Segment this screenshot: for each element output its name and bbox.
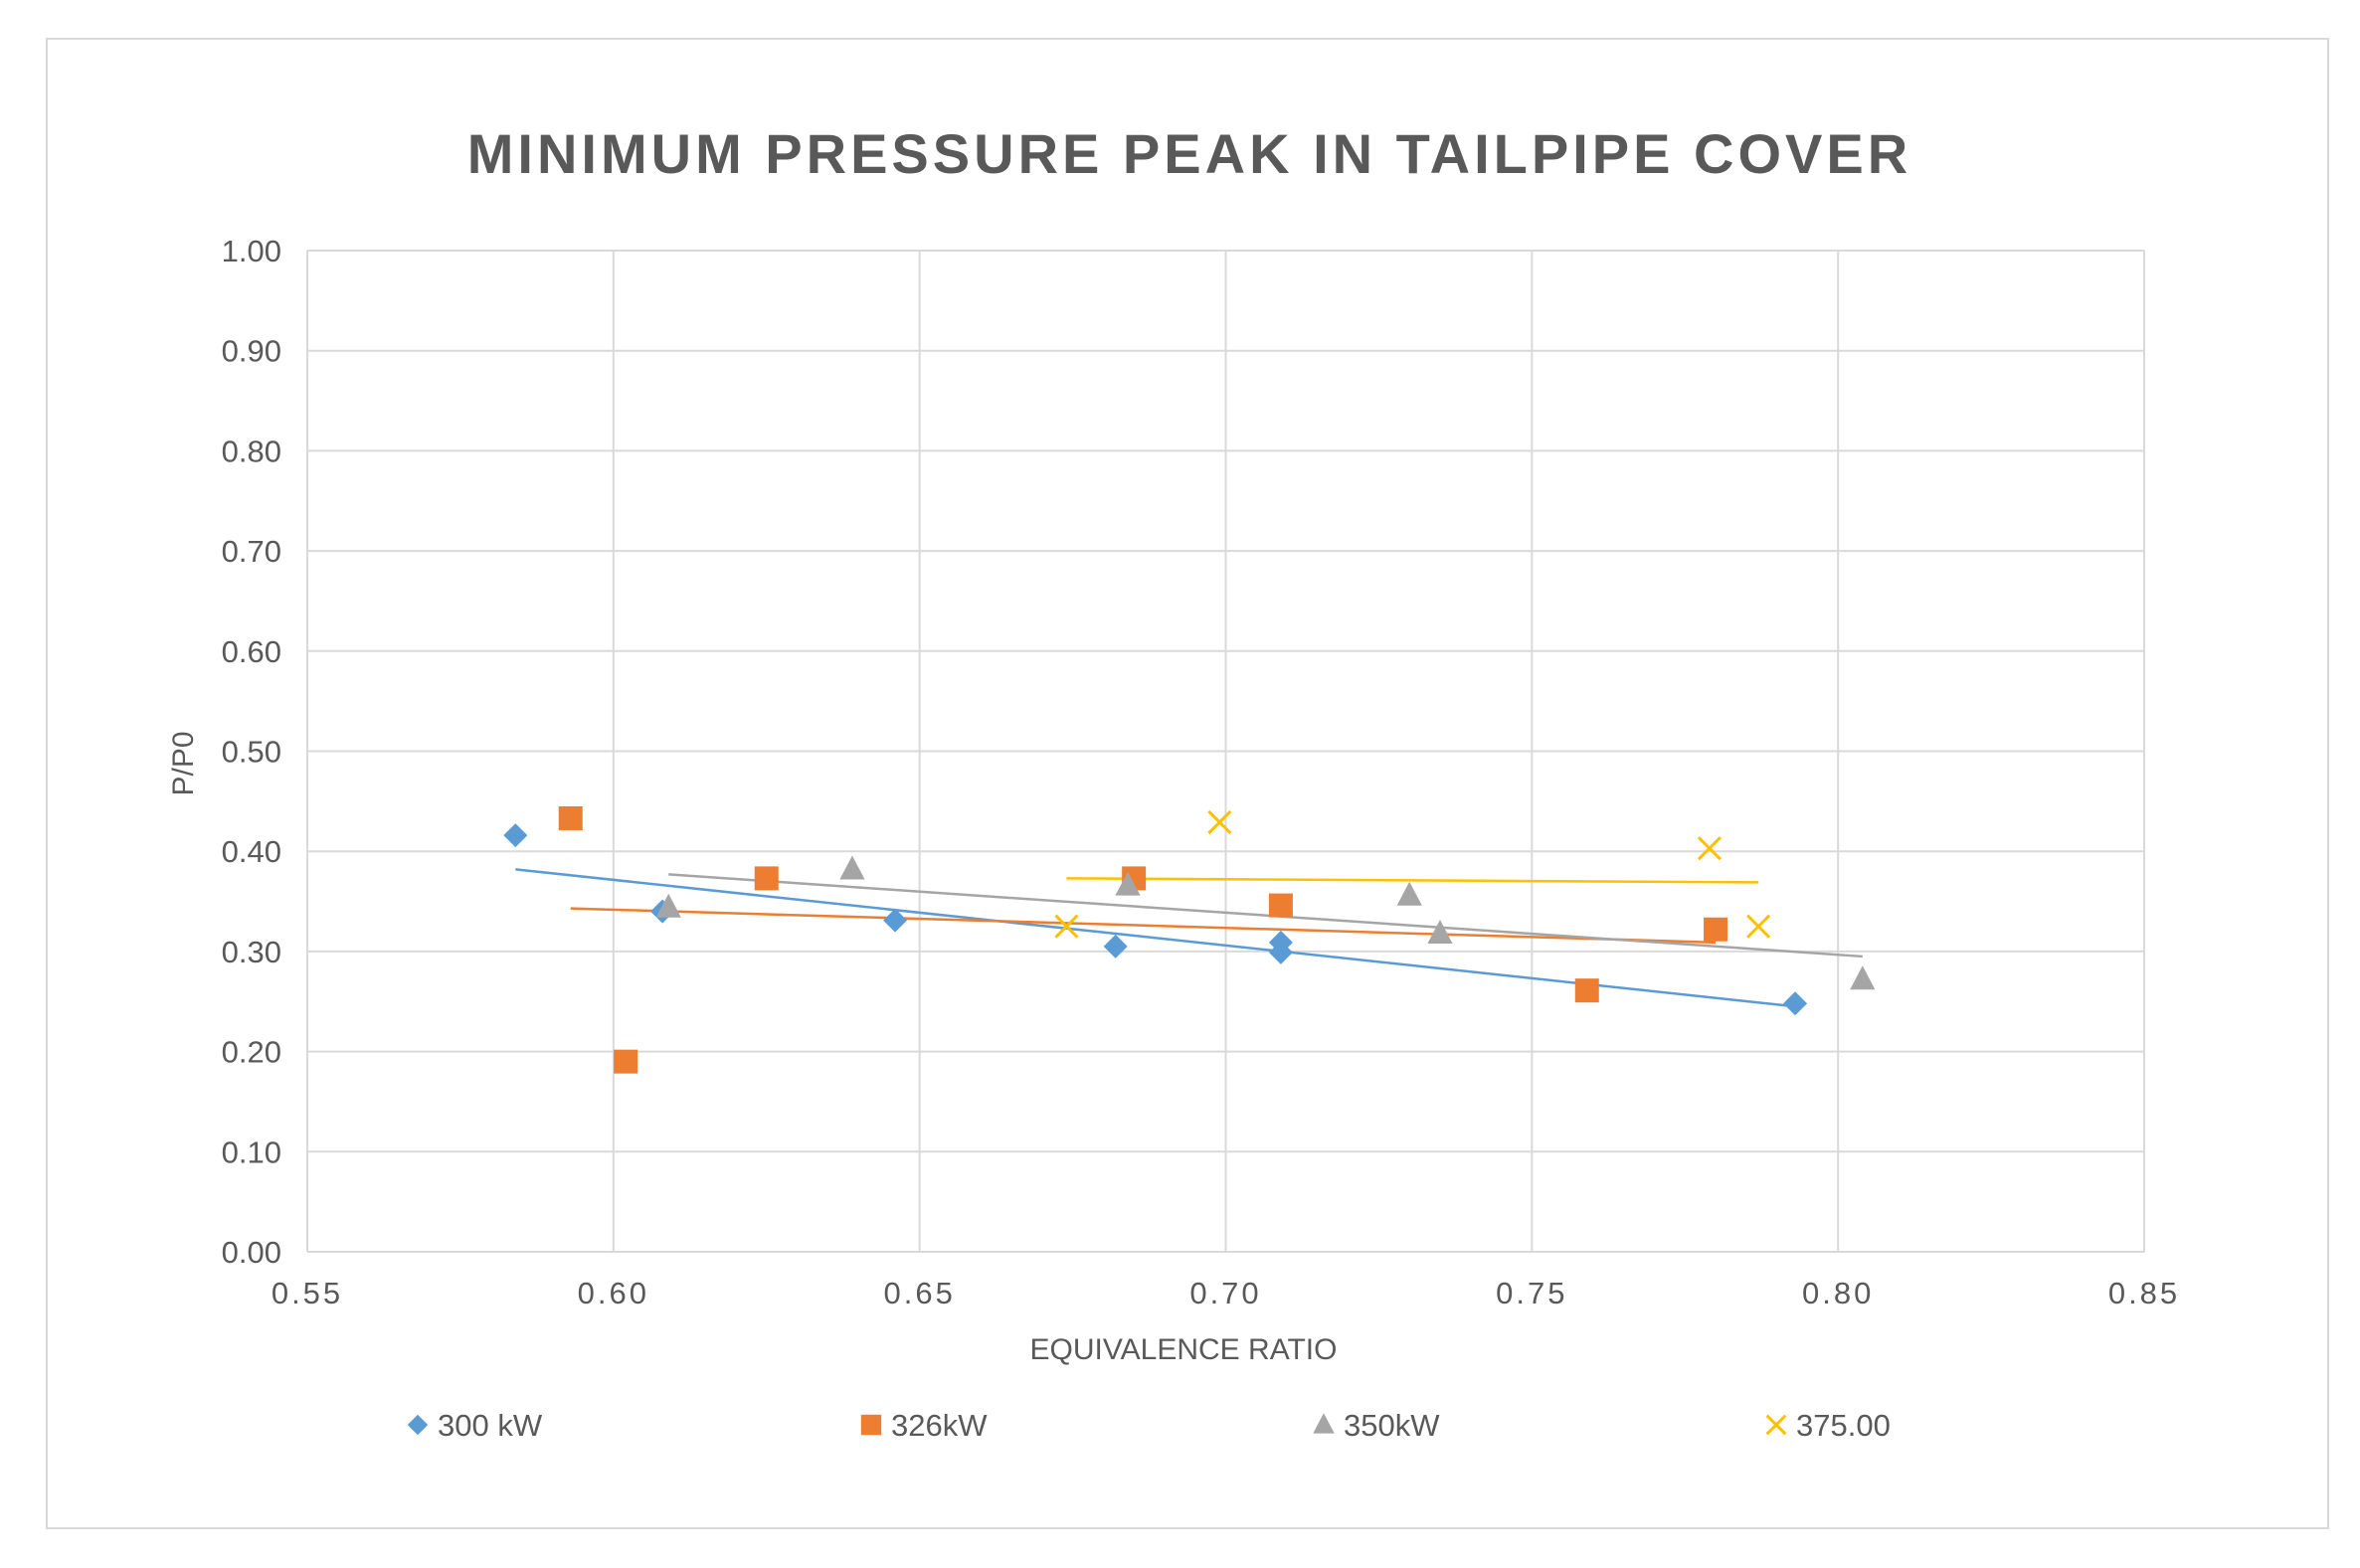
legend-marker-326kw	[860, 1414, 882, 1436]
data-point-326kw	[614, 1049, 638, 1074]
y-tick-label: 1.00	[222, 234, 281, 268]
chart-frame: MINIMUM PRESSURE PEAK IN TAILPIPE COVER …	[46, 38, 2329, 1529]
data-point-350kw	[655, 893, 681, 918]
data-point-350kw	[1427, 919, 1453, 944]
x-tick-label: 0.70	[1189, 1276, 1261, 1310]
x-tick-label: 0.55	[272, 1276, 343, 1310]
data-point-326kw	[1574, 978, 1599, 1003]
data-point-375-00	[1746, 914, 1771, 939]
data-point-350kw	[839, 855, 865, 880]
data-point-350kw	[1115, 871, 1141, 896]
data-point-326kw	[1704, 917, 1728, 942]
y-tick-label: 0.40	[222, 834, 281, 869]
y-axis-label: P/P0	[167, 731, 200, 795]
y-tick-label: 0.70	[222, 534, 281, 569]
marker-layer	[503, 805, 1876, 1074]
legend-item-375-00: 375.00	[1765, 1408, 1891, 1443]
data-point-326kw	[1268, 893, 1293, 918]
chart-title: MINIMUM PRESSURE PEAK IN TAILPIPE COVER	[467, 122, 1911, 185]
data-point-350kw	[1850, 965, 1876, 990]
legend-item-300-kw: 300 kW	[407, 1408, 543, 1443]
legend: 300 kW 326kW 350kW 375.00	[407, 1408, 1891, 1443]
x-tick-label: 0.75	[1496, 1276, 1567, 1310]
chart-svg: MINIMUM PRESSURE PEAK IN TAILPIPE COVER …	[167, 122, 2180, 1443]
y-tick-label: 0.90	[222, 334, 281, 369]
y-tick-label: 0.60	[222, 634, 281, 669]
data-point-375-00	[1697, 836, 1722, 861]
legend-marker-300-kw	[407, 1414, 429, 1436]
trendline-layer	[515, 868, 1863, 1008]
y-tick-label: 0.80	[222, 434, 281, 468]
y-tick-label: 0.10	[222, 1134, 281, 1169]
legend-item-326kw: 326kW	[860, 1408, 988, 1443]
y-tick-label: 0.20	[222, 1035, 281, 1070]
legend-marker-350kw	[1313, 1413, 1335, 1434]
legend-label-350kw: 350kW	[1344, 1408, 1440, 1443]
legend-label-326kw: 326kW	[891, 1408, 988, 1443]
x-tick-label: 0.65	[883, 1276, 955, 1310]
y-tick-label: 0.50	[222, 735, 281, 770]
data-point-300-kw	[1103, 934, 1128, 958]
y-tick-label: 0.30	[222, 935, 281, 969]
data-point-375-00	[1207, 809, 1232, 835]
trendline-375-00	[1066, 877, 1759, 884]
data-point-326kw	[558, 805, 583, 830]
x-tick-label: 0.80	[1802, 1276, 1874, 1310]
legend-item-350kw: 350kW	[1313, 1408, 1440, 1443]
x-tick-label: 0.85	[2108, 1276, 2180, 1310]
data-point-300-kw	[1783, 991, 1808, 1016]
legend-label-375-00: 375.00	[1796, 1408, 1891, 1443]
trendline-350kw	[668, 873, 1863, 958]
tick-label-layer: 0.00 0.10 0.20 0.30 0.40 0.50 0.60 0.70 0.80 0.90…	[222, 234, 2180, 1310]
data-point-300-kw	[503, 823, 528, 848]
data-point-326kw	[754, 866, 779, 891]
x-tick-label: 0.60	[578, 1276, 649, 1310]
legend-label-300-kw: 300 kW	[438, 1408, 543, 1443]
data-point-375-00	[1054, 914, 1079, 939]
data-point-350kw	[1396, 881, 1422, 906]
data-point-300-kw	[883, 908, 908, 933]
y-tick-label: 0.00	[222, 1235, 281, 1270]
legend-marker-375-00	[1765, 1414, 1787, 1436]
grid-layer	[306, 250, 2145, 1253]
data-point-300-kw	[1268, 930, 1293, 955]
trendline-326kw	[570, 907, 1717, 945]
x-axis-label: EQUIVALENCE RATIO	[1030, 1333, 1338, 1366]
